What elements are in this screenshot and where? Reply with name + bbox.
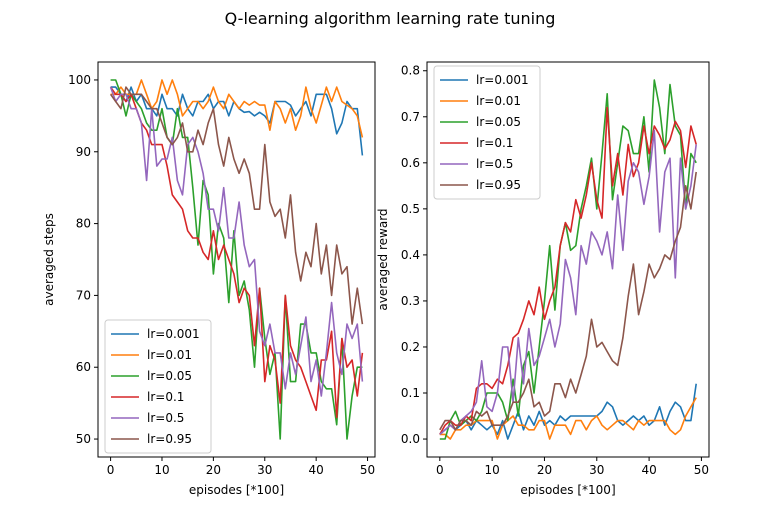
steps-chart-axes-frame xyxy=(97,61,376,458)
reward-y-tick-label: 0.4 xyxy=(401,248,420,262)
steps-x-tick-label: 30 xyxy=(257,463,272,477)
reward-series-line-1 xyxy=(439,397,697,440)
reward-series-line-4 xyxy=(439,129,697,436)
reward-series-line-3 xyxy=(439,106,697,435)
figure-title: Q-learning algorithm learning rate tunin… xyxy=(225,9,556,28)
steps-y-tick-label: 100 xyxy=(68,73,91,87)
steps-legend-label-2: lr=0.05 xyxy=(147,369,192,383)
steps-series-line-3 xyxy=(109,86,364,419)
reward-x-tick-label: 20 xyxy=(537,463,552,477)
reward-chart-y-axis-label: averaged reward xyxy=(376,208,390,310)
reward-chart-x-ticks: 0 10 20 30 40 50 xyxy=(436,457,709,477)
reward-chart-y-ticks: 0.0 0.1 0.2 0.3 0.4 0.5 0.6 0.7 0.8 xyxy=(401,64,427,446)
steps-y-tick-label: 80 xyxy=(76,217,91,231)
reward-y-tick-label: 0.3 xyxy=(401,294,420,308)
reward-x-tick-label: 50 xyxy=(694,463,709,477)
reward-y-tick-label: 0.2 xyxy=(401,340,420,354)
steps-chart-y-ticks: 50 60 70 80 90 100 xyxy=(68,73,98,446)
steps-legend-label-3: lr=0.1 xyxy=(147,390,184,404)
reward-chart-lines xyxy=(439,79,697,440)
reward-legend-label-1: lr=0.01 xyxy=(476,94,521,108)
steps-y-tick-label: 60 xyxy=(76,360,91,374)
reward-legend-label-3: lr=0.1 xyxy=(476,136,513,150)
steps-x-tick-label: 50 xyxy=(360,463,375,477)
steps-y-tick-label: 70 xyxy=(76,288,91,302)
steps-series-line-5 xyxy=(109,86,364,325)
reward-x-tick-label: 40 xyxy=(641,463,656,477)
steps-chart-x-axis-label: episodes [*100] xyxy=(189,483,284,497)
reward-x-tick-label: 10 xyxy=(484,463,499,477)
steps-x-tick-label: 10 xyxy=(154,463,169,477)
steps-series-line-1 xyxy=(110,79,364,138)
steps-legend-label-4: lr=0.5 xyxy=(147,411,184,425)
reward-y-tick-label: 0.0 xyxy=(401,432,420,446)
reward-y-tick-label: 0.7 xyxy=(401,110,420,124)
steps-y-tick-label: 90 xyxy=(76,145,91,159)
reward-series-line-2 xyxy=(439,79,697,440)
reward-y-tick-label: 0.6 xyxy=(401,156,420,170)
reward-legend-label-2: lr=0.05 xyxy=(476,115,521,129)
reward-chart-panel: 0 10 20 30 40 50 0.00.10.20.30.40.50.60.70.8 … xyxy=(376,61,710,497)
reward-x-tick-label: 30 xyxy=(589,463,604,477)
reward-legend-box xyxy=(433,65,541,200)
reward-y-tick-label: 0.8 xyxy=(401,64,420,78)
reward-x-tick-label: 0 xyxy=(436,463,444,477)
reward-series-line-5 xyxy=(439,171,697,431)
steps-legend-label-0: lr=0.001 xyxy=(147,327,200,341)
steps-y-tick-label: 50 xyxy=(76,432,91,446)
reward-chart-axes-frame xyxy=(426,61,710,458)
steps-chart-x-ticks: 0 10 20 30 40 50 xyxy=(107,457,375,477)
reward-legend-label-4: lr=0.5 xyxy=(476,157,513,171)
steps-legend-label-5: lr=0.95 xyxy=(147,432,192,446)
reward-y-tick-label: 0.5 xyxy=(401,202,420,216)
reward-chart-legend: lr=0.001 lr=0.01 lr=0.05 lr=0.1 lr=0.5 lr=0.9… xyxy=(433,65,541,200)
steps-x-tick-label: 40 xyxy=(309,463,324,477)
steps-legend-box xyxy=(104,319,212,454)
steps-series-line-4 xyxy=(109,86,364,397)
steps-x-tick-label: 0 xyxy=(107,463,115,477)
steps-chart-panel: 0 10 20 30 40 50 50 60 70 80 90 100 episodes [*100… xyxy=(42,61,376,497)
steps-x-tick-label: 20 xyxy=(206,463,221,477)
steps-series-line-2 xyxy=(110,79,363,440)
reward-legend-label-5: lr=0.95 xyxy=(476,178,521,192)
steps-chart-legend: lr=0.001 lr=0.01 lr=0.05 lr=0.1 lr=0.5 lr=0.9… xyxy=(104,319,212,454)
reward-legend-label-0: lr=0.001 xyxy=(476,73,529,87)
steps-chart-lines xyxy=(109,79,364,440)
steps-legend-label-1: lr=0.01 xyxy=(147,348,192,362)
reward-y-tick-label: 0.1 xyxy=(401,386,420,400)
reward-chart-x-axis-label: episodes [*100] xyxy=(520,483,615,497)
steps-chart-y-axis-label: averaged steps xyxy=(42,213,56,306)
